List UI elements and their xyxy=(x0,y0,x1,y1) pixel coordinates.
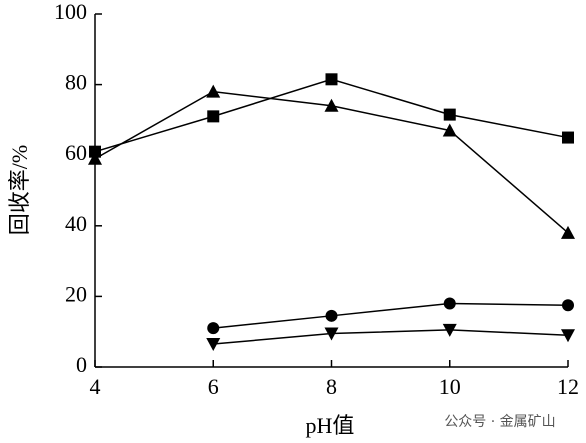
marker-triangle-up xyxy=(206,84,221,98)
marker-square xyxy=(89,145,101,158)
series-line xyxy=(94,90,569,234)
marker-triangle-up xyxy=(561,225,575,239)
marker-triangle-up xyxy=(88,151,102,165)
series-line xyxy=(94,78,569,153)
series-line xyxy=(213,302,569,329)
marker-triangle-up xyxy=(324,98,339,112)
marker-triangle-down xyxy=(206,338,221,352)
x-tick-label: 6 xyxy=(208,374,219,399)
x-axis-label: pH值 xyxy=(306,413,355,438)
marker-square xyxy=(207,110,220,123)
series-line xyxy=(213,329,569,345)
x-tick-label: 10 xyxy=(439,374,461,399)
marker-circle xyxy=(207,322,220,335)
x-tick-label: 12 xyxy=(557,374,579,399)
marker-square xyxy=(443,108,456,121)
marker-triangle-down xyxy=(324,327,339,341)
y-tick-label: 40 xyxy=(65,211,87,236)
marker-circle xyxy=(443,297,456,310)
y-tick-label: 60 xyxy=(65,140,87,165)
y-tick-label: 20 xyxy=(65,281,87,306)
y-axis-label: 回收率/% xyxy=(7,145,32,235)
y-tick-label: 100 xyxy=(54,0,87,24)
marker-square xyxy=(562,131,574,144)
marker-circle xyxy=(325,309,338,322)
x-tick-label: 8 xyxy=(326,374,337,399)
marker-triangle-up xyxy=(442,123,457,137)
y-tick-label: 0 xyxy=(76,352,87,377)
y-tick-label: 80 xyxy=(65,70,87,95)
marker-triangle-down xyxy=(561,329,575,343)
watermark: 公众号 · 金属矿山 xyxy=(444,414,555,430)
marker-square xyxy=(325,73,338,86)
marker-circle xyxy=(562,299,574,312)
marker-triangle-down xyxy=(442,323,457,337)
x-tick-label: 4 xyxy=(90,374,101,399)
